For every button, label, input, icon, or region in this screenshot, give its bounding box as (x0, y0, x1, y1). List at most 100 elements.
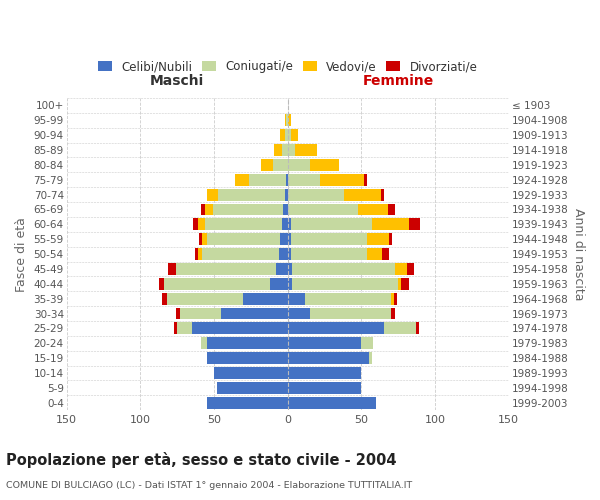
Bar (287, 248, 290, 260)
Bar (201, 338, 206, 349)
Bar (361, 338, 373, 349)
Bar (388, 204, 395, 216)
Bar (273, 159, 287, 171)
Bar (287, 322, 383, 334)
Bar (221, 308, 287, 320)
Bar (286, 114, 287, 126)
Bar (206, 234, 280, 245)
Bar (382, 248, 389, 260)
Bar (290, 129, 298, 141)
Bar (192, 322, 287, 334)
Bar (287, 204, 358, 216)
Bar (235, 174, 250, 186)
Bar (282, 218, 287, 230)
Bar (287, 114, 290, 126)
Bar (383, 322, 416, 334)
Bar (199, 234, 202, 245)
Bar (287, 292, 305, 304)
Bar (285, 129, 287, 141)
Bar (369, 352, 372, 364)
Bar (290, 234, 367, 245)
Bar (398, 278, 401, 289)
Bar (206, 397, 287, 408)
Bar (202, 248, 279, 260)
Bar (163, 292, 167, 304)
Bar (394, 292, 397, 304)
Bar (198, 218, 205, 230)
Bar (285, 188, 287, 200)
Bar (287, 263, 292, 275)
Bar (287, 382, 361, 394)
Bar (180, 308, 221, 320)
Bar (287, 367, 361, 379)
Bar (201, 204, 205, 216)
Legend: Celibi/Nubili, Coniugati/e, Vedovi/e, Divorziati/e: Celibi/Nubili, Coniugati/e, Vedovi/e, Di… (98, 60, 478, 73)
Bar (250, 174, 286, 186)
Bar (305, 292, 391, 304)
Bar (380, 188, 383, 200)
Bar (270, 278, 287, 289)
Bar (287, 308, 310, 320)
Bar (287, 352, 369, 364)
Bar (391, 308, 395, 320)
Bar (358, 204, 388, 216)
Bar (367, 248, 382, 260)
Bar (310, 159, 339, 171)
Bar (205, 218, 282, 230)
Bar (274, 144, 282, 156)
Bar (344, 188, 380, 200)
Text: Femmine: Femmine (362, 74, 434, 88)
Bar (276, 263, 287, 275)
Bar (292, 278, 398, 289)
Bar (177, 322, 192, 334)
Text: COMUNE DI BULCIAGO (LC) - Dati ISTAT 1° gennaio 2004 - Elaborazione TUTTITALIA.I: COMUNE DI BULCIAGO (LC) - Dati ISTAT 1° … (6, 481, 412, 490)
Bar (416, 322, 419, 334)
Bar (320, 174, 364, 186)
Bar (168, 263, 176, 275)
Bar (205, 204, 212, 216)
Bar (287, 188, 344, 200)
Bar (174, 322, 177, 334)
Bar (287, 144, 295, 156)
Bar (176, 263, 276, 275)
Bar (295, 144, 317, 156)
Bar (206, 352, 287, 364)
Bar (164, 278, 270, 289)
Bar (280, 129, 285, 141)
Bar (279, 248, 287, 260)
Bar (389, 234, 392, 245)
Bar (287, 129, 290, 141)
Bar (287, 234, 290, 245)
Bar (202, 234, 206, 245)
Bar (292, 263, 395, 275)
Bar (285, 114, 286, 126)
Bar (282, 144, 287, 156)
Bar (167, 292, 244, 304)
Bar (290, 248, 367, 260)
Bar (364, 174, 367, 186)
Bar (193, 218, 198, 230)
Bar (214, 367, 287, 379)
Bar (395, 263, 407, 275)
Bar (372, 218, 409, 230)
Bar (367, 234, 389, 245)
Bar (218, 188, 285, 200)
Bar (212, 204, 283, 216)
Bar (290, 218, 372, 230)
Bar (401, 278, 409, 289)
Bar (217, 382, 287, 394)
Bar (287, 174, 320, 186)
Bar (409, 218, 421, 230)
Bar (287, 278, 292, 289)
Bar (287, 338, 361, 349)
Bar (160, 278, 164, 289)
Text: Maschi: Maschi (150, 74, 204, 88)
Bar (287, 159, 310, 171)
Bar (206, 338, 287, 349)
Bar (198, 248, 202, 260)
Bar (176, 308, 180, 320)
Bar (244, 292, 287, 304)
Y-axis label: Fasce di età: Fasce di età (15, 216, 28, 292)
Bar (286, 174, 287, 186)
Bar (206, 188, 218, 200)
